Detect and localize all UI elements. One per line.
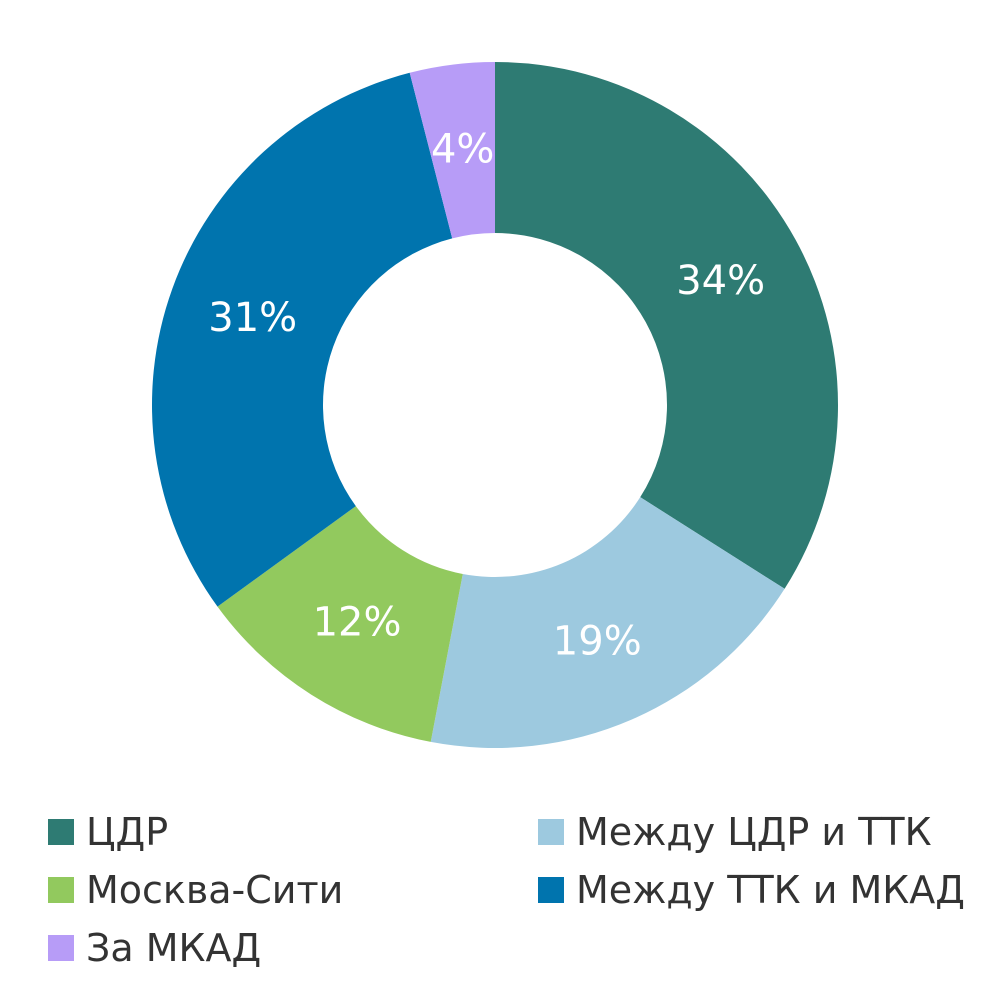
legend-item-moscow-city: Москва-Сити: [48, 862, 343, 918]
slice-cdr: [495, 62, 839, 589]
legend-item-cdr: ЦДР: [48, 804, 168, 860]
legend-label-between-cdr-ttk: Между ЦДР и ТТК: [576, 810, 932, 854]
legend-label-outside-mkad: За МКАД: [86, 926, 262, 970]
legend-item-outside-mkad: За МКАД: [48, 920, 261, 976]
slice-label-moscow-city: 12%: [313, 599, 402, 645]
legend-swatch-moscow-city: [48, 877, 74, 903]
legend-item-between-cdr-ttk: Между ЦДР и ТТК: [538, 804, 932, 860]
legend-item-between-ttk-mkad: Между ТТК и МКАД: [538, 862, 965, 918]
slice-moscow-city: [217, 506, 463, 742]
slice-label-between-cdr-ttk: 19%: [553, 618, 642, 664]
legend-label-moscow-city: Москва-Сити: [86, 868, 344, 912]
legend-label-cdr: ЦДР: [86, 810, 169, 854]
slice-label-outside-mkad: 4%: [431, 127, 494, 173]
slice-between-ttk-mkad: [151, 72, 453, 607]
legend-swatch-cdr: [48, 819, 74, 845]
legend-swatch-between-cdr-ttk: [538, 819, 564, 845]
legend-label-between-ttk-mkad: Между ТТК и МКАД: [576, 868, 965, 912]
legend-swatch-between-ttk-mkad: [538, 877, 564, 903]
slice-label-cdr: 34%: [676, 258, 765, 304]
legend-swatch-outside-mkad: [48, 935, 74, 961]
slice-outside-mkad: [409, 62, 495, 239]
slice-label-between-ttk-mkad: 31%: [208, 295, 297, 341]
legend: ЦДР Между ЦДР и ТТК Москва-Сити Между ТТ…: [48, 800, 978, 980]
slice-between-cdr-ttk: [430, 497, 785, 748]
